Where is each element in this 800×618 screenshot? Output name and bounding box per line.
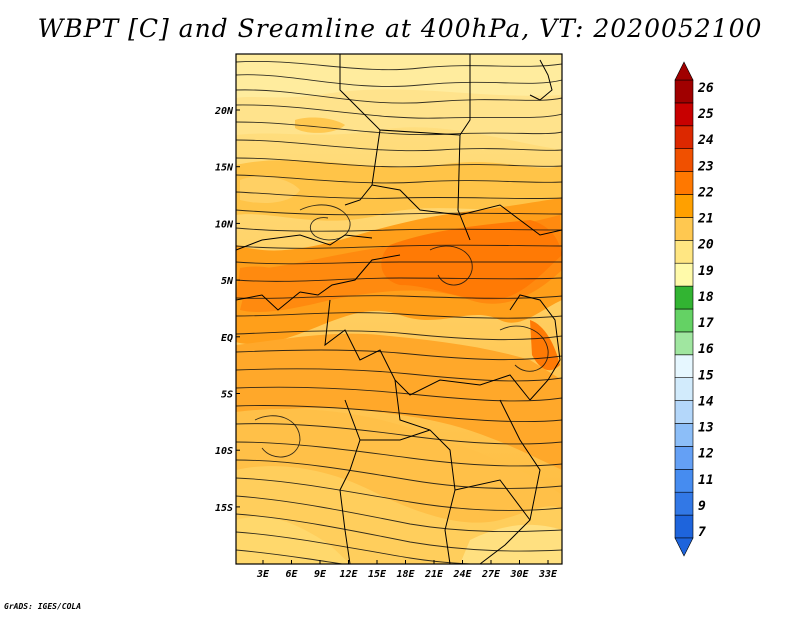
colorbar-label: 15 xyxy=(698,368,714,383)
colorbar-swatch xyxy=(674,308,694,333)
lat-axis: 20N 15N 10N 5N EQ 5S 10S 15S xyxy=(214,106,240,514)
colorbar-label: 24 xyxy=(697,133,714,148)
colorbar-swatch xyxy=(674,331,694,356)
colorbar-label: 21 xyxy=(697,212,714,227)
lat-tick-label: 15N xyxy=(215,163,234,174)
colorbar-label: 23 xyxy=(697,159,714,174)
lon-tick-label: 21E xyxy=(424,569,444,580)
lat-tick-label: 20N xyxy=(214,106,234,117)
colorbar-swatch xyxy=(674,491,694,516)
colorbar-swatch xyxy=(674,148,694,172)
colorbar-swatch xyxy=(674,423,694,447)
lon-tick-label: 15E xyxy=(368,569,387,580)
colorbar-swatch xyxy=(674,400,694,424)
colorbar-label: 7 xyxy=(698,525,706,540)
lon-tick-label: 12E xyxy=(339,569,358,580)
colorbar-label: 13 xyxy=(698,421,714,436)
colorbar-label: 18 xyxy=(698,290,714,305)
chart-title: WBPT [C] and Sreamline at 400hPa, VT: 20… xyxy=(37,14,763,43)
colorbar-swatch xyxy=(674,125,694,150)
colorbar-label: 26 xyxy=(697,81,714,96)
lon-tick-label: 27E xyxy=(481,569,501,580)
boundaries xyxy=(236,54,562,564)
colorbar-label: 22 xyxy=(697,185,714,200)
colorbar-bottom-arrow xyxy=(674,537,694,557)
streamlines xyxy=(236,60,562,564)
colorbar-swatch xyxy=(674,377,694,401)
colorbar-swatch xyxy=(674,194,694,218)
colorbar-label: 20 xyxy=(697,238,714,253)
lat-tick-label: 5S xyxy=(221,390,233,401)
colorbar-top-arrow xyxy=(674,61,694,81)
colorbar-swatch xyxy=(674,79,694,104)
colorbar-swatch xyxy=(674,262,694,287)
lon-tick-label: 33E xyxy=(538,569,558,580)
colorbar-swatch xyxy=(674,514,694,539)
lon-tick-label: 9E xyxy=(314,569,327,580)
colorbar-label: 11 xyxy=(698,473,714,488)
colorbar-swatch xyxy=(674,102,694,127)
lon-axis: 3E 6E 9E 12E 15E 18E 21E 24E 27E 30E 33E xyxy=(256,560,558,580)
colorbar-swatch xyxy=(674,354,694,378)
colorbar-swatch xyxy=(674,285,694,310)
colorbar-label: 14 xyxy=(698,394,714,409)
colorbar: 26 25 24 23 22 21 20 19 18 17 16 15 14 13 12 11 9 7 xyxy=(674,61,714,557)
colorbar-label: 25 xyxy=(697,107,714,122)
map-frame xyxy=(235,53,563,565)
lon-tick-label: 30E xyxy=(509,569,529,580)
colorbar-swatch xyxy=(674,240,694,264)
credit-text: GrADS: IGES/COLA xyxy=(4,602,82,611)
colorbar-label: 17 xyxy=(698,316,714,331)
lon-tick-label: 6E xyxy=(285,569,298,580)
lat-tick-label: 10S xyxy=(215,446,233,457)
lon-tick-label: 3E xyxy=(256,569,270,580)
colorbar-swatch xyxy=(674,446,694,470)
lat-tick-label: 5N xyxy=(221,276,234,287)
lon-tick-label: 24E xyxy=(452,569,472,580)
lon-tick-label: 18E xyxy=(396,569,415,580)
temperature-field xyxy=(236,54,562,564)
colorbar-swatch xyxy=(674,217,694,241)
colorbar-label: 19 xyxy=(698,264,714,279)
colorbar-label: 9 xyxy=(698,499,706,514)
colorbar-swatch xyxy=(674,171,694,195)
lat-tick-label: EQ xyxy=(221,333,233,344)
colorbar-label: 16 xyxy=(698,342,714,357)
lat-tick-label: 10N xyxy=(215,219,234,230)
colorbar-label: 12 xyxy=(698,447,714,462)
lat-tick-label: 15S xyxy=(215,503,233,514)
colorbar-swatch xyxy=(674,468,694,493)
